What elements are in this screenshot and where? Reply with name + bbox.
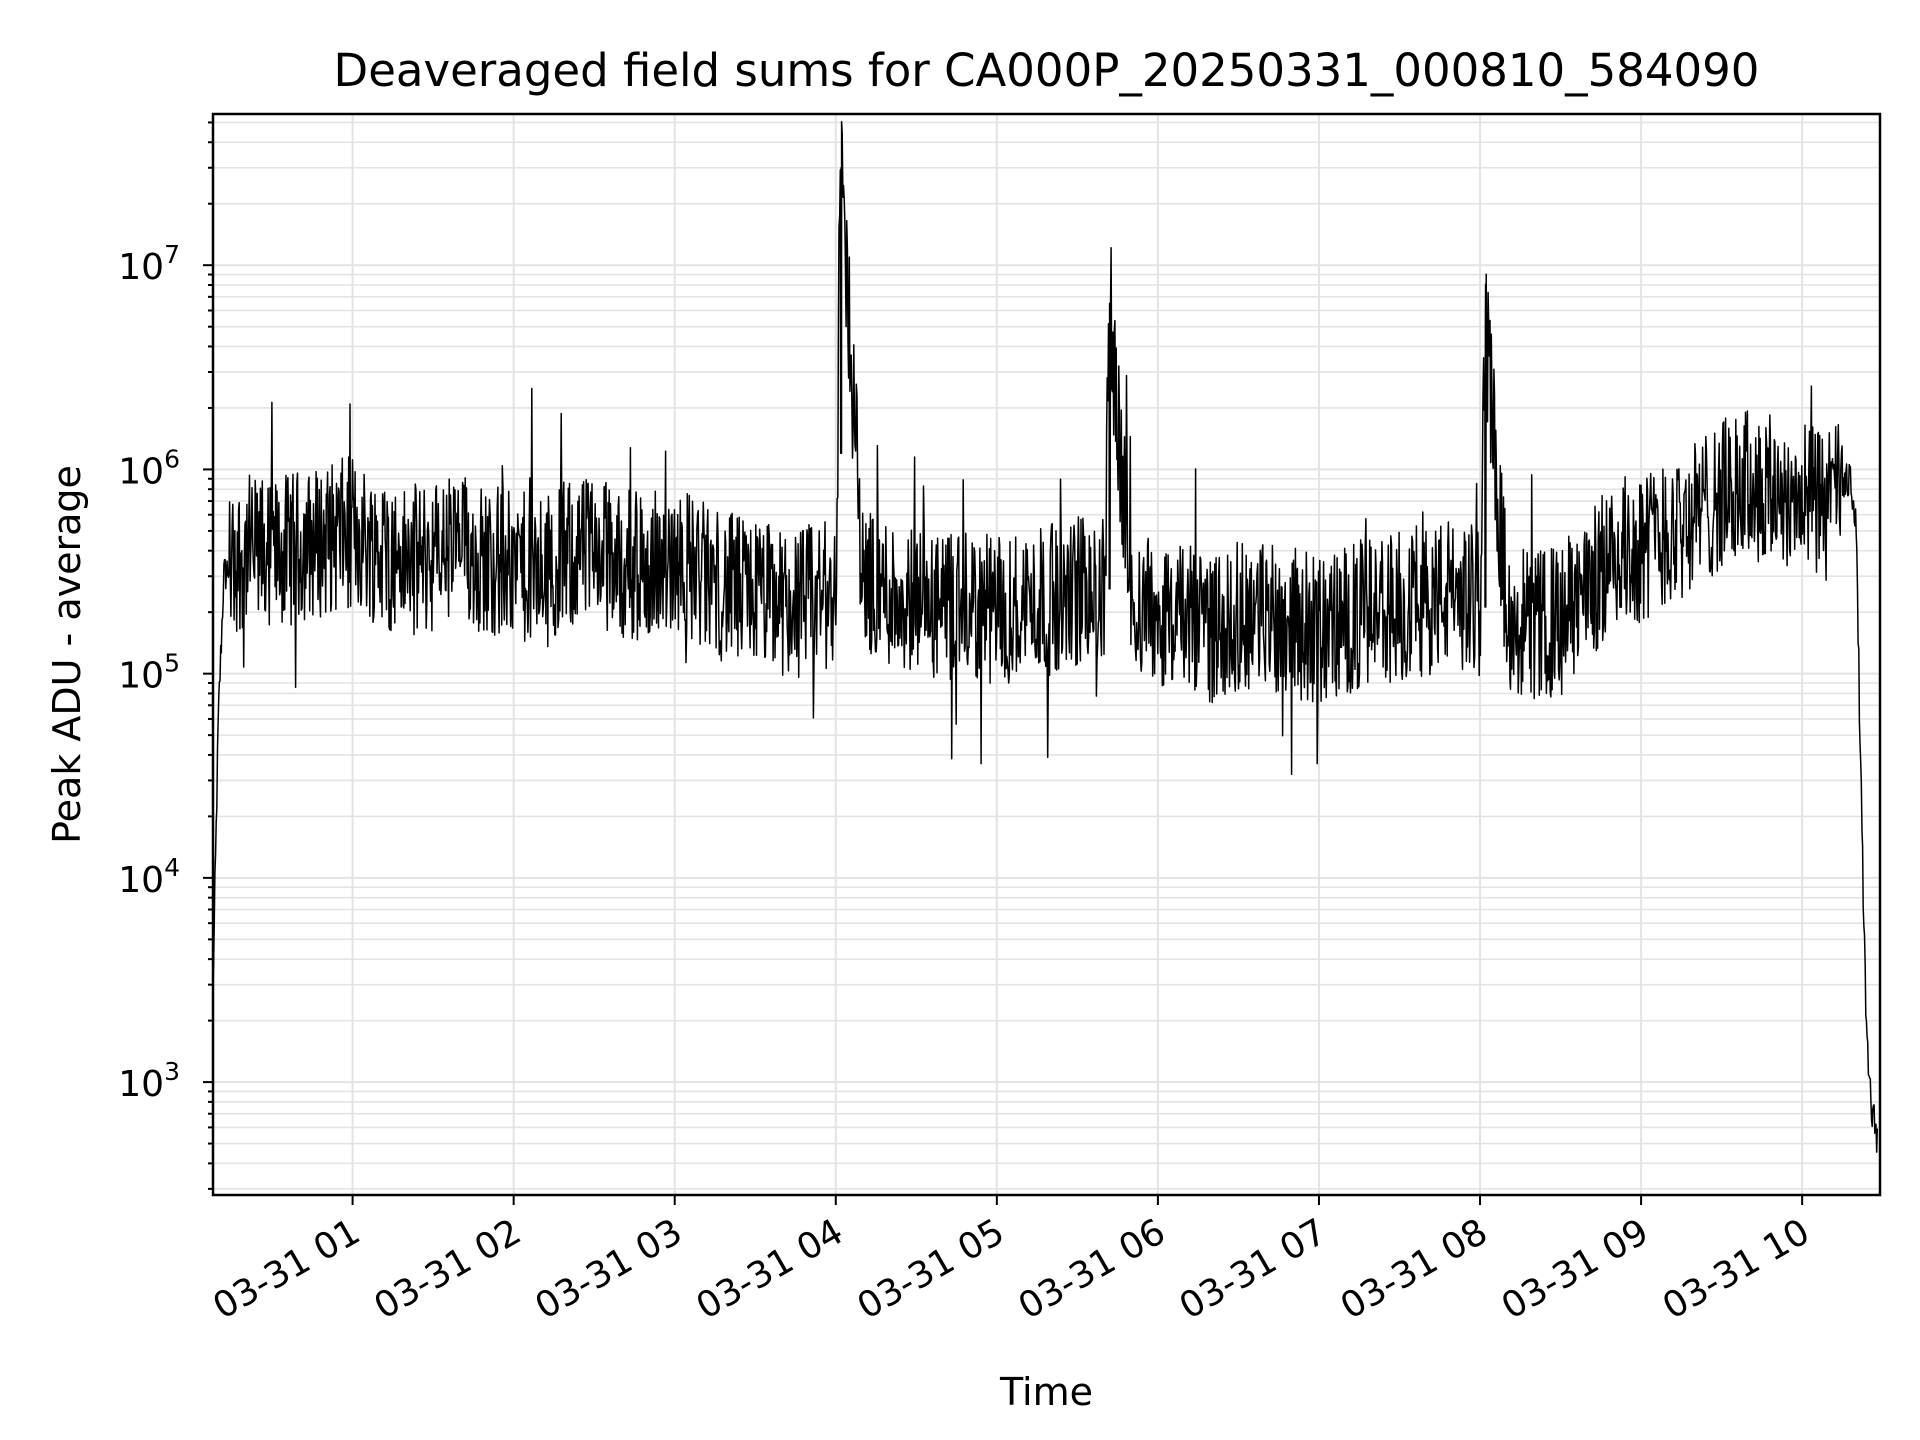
x-tick-label: 03-31 07	[1173, 1211, 1334, 1327]
x-tick-label: 03-31 09	[1495, 1211, 1656, 1327]
x-axis-label: Time	[999, 1370, 1093, 1414]
plot-area-frame	[211, 112, 1882, 1197]
y-tick-label: 104	[118, 853, 180, 901]
series-line	[212, 120, 1879, 1153]
y-tick-label: 106	[118, 444, 180, 492]
x-tick-label: 03-31 08	[1334, 1211, 1495, 1327]
x-tick-label: 03-31 02	[367, 1211, 528, 1327]
x-tick-label: 03-31 03	[529, 1211, 690, 1327]
x-tick-label: 03-31 04	[690, 1211, 851, 1327]
y-tick-label: 105	[118, 649, 180, 697]
x-tick-label: 03-31 05	[851, 1211, 1012, 1327]
x-tick-label: 03-31 06	[1012, 1211, 1173, 1327]
chart-title: Deaveraged field sums for CA000P_2025033…	[334, 44, 1760, 97]
y-axis-label: Peak ADU - average	[45, 465, 89, 844]
x-tick-label: 03-31 10	[1656, 1211, 1817, 1327]
y-tick-label: 107	[118, 240, 180, 288]
x-tick-label: 03-31 01	[206, 1211, 367, 1327]
y-tick-label: 103	[118, 1057, 180, 1105]
grid	[213, 114, 1880, 1195]
